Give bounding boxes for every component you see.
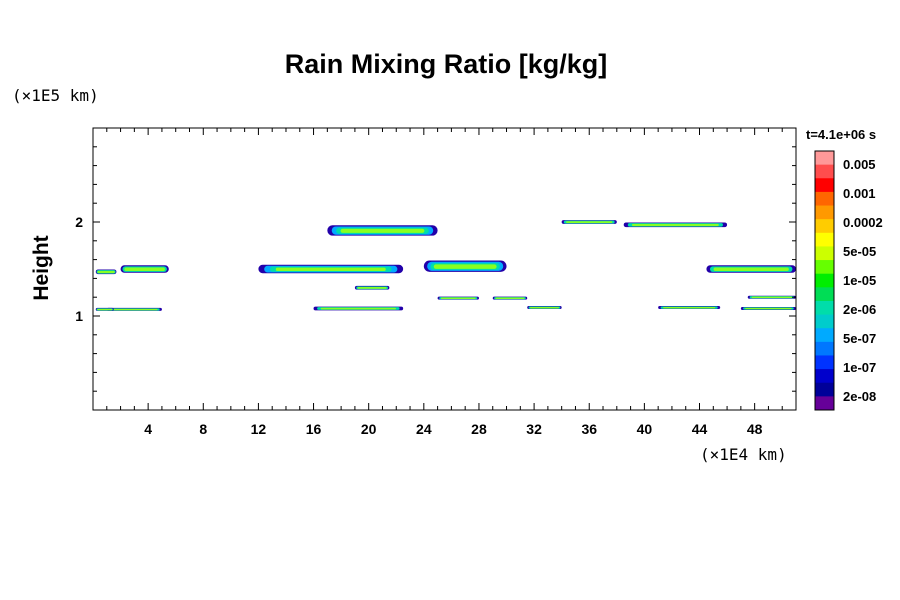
rain-band	[706, 265, 796, 273]
rain-band-layer	[745, 307, 792, 310]
colorbar-label: 5e-07	[843, 331, 876, 346]
colorbar-swatch	[815, 246, 834, 261]
colorbar-swatch	[815, 369, 834, 384]
rain-band-layer	[495, 297, 525, 299]
colorbar-swatch	[815, 355, 834, 370]
rain-band-layer	[97, 308, 113, 311]
colorbar: 0.005 0.001 0.0002 5e-05 1e-05 2e-06 5e-07 1e-0…	[814, 150, 883, 411]
x-unit-label: (×1E4 km)	[700, 445, 787, 464]
rain-band-layer	[97, 270, 115, 274]
colorbar-label: 1e-07	[843, 360, 876, 375]
rain-band	[423, 260, 507, 272]
colorbar-swatch	[815, 164, 834, 179]
colorbar-label: 5e-05	[843, 244, 876, 259]
x-tick-label: 44	[692, 421, 708, 437]
time-label: t=4.1e+06 s	[806, 127, 876, 142]
colorbar-swatch	[815, 273, 834, 288]
rain-band-layer	[529, 306, 559, 309]
y-tick-label: 2	[75, 214, 83, 230]
rain-band-layer	[631, 223, 719, 227]
y-axis: 12	[75, 146, 796, 392]
colorbar-label: 1e-05	[843, 273, 876, 288]
colorbar-swatch	[815, 151, 834, 166]
rain-band-layer	[340, 228, 425, 233]
rain-band	[354, 285, 390, 290]
x-tick-label: 36	[581, 421, 597, 437]
colorbar-swatch	[815, 260, 834, 275]
rain-band	[747, 295, 796, 299]
rain-band	[437, 296, 479, 300]
y-unit-label: (×1E5 km)	[12, 86, 99, 105]
rain-band-layer	[440, 297, 476, 299]
y-tick-label: 1	[75, 308, 83, 324]
rain-band	[95, 307, 114, 311]
colorbar-swatch	[815, 205, 834, 220]
colorbar-label: 0.005	[843, 157, 876, 172]
rain-band	[658, 306, 721, 310]
colorbar-swatch	[815, 232, 834, 247]
rain-band	[527, 306, 562, 310]
colorbar-swatch	[815, 382, 834, 397]
colorbar-swatch	[815, 300, 834, 316]
colorbar-swatch	[815, 314, 834, 329]
rain-band-layer	[124, 267, 165, 272]
rain-band	[313, 306, 404, 311]
x-tick-label: 40	[637, 421, 653, 437]
colorbar-swatch	[815, 328, 834, 343]
y-axis-label: Height	[30, 235, 53, 300]
rain-band-layer	[320, 307, 396, 310]
colorbar-frame	[814, 150, 835, 411]
rain-band	[492, 296, 528, 300]
colorbar-label: 2e-06	[843, 302, 876, 317]
rain-band-layer	[111, 308, 158, 311]
x-tick-label: 12	[251, 421, 267, 437]
rain-band	[106, 307, 162, 311]
plot-frame	[92, 127, 797, 411]
rain-band	[561, 220, 617, 224]
x-tick-label: 4	[144, 421, 152, 437]
rain-band	[327, 225, 438, 236]
rain-band-layer	[663, 306, 716, 309]
x-tick-label: 32	[526, 421, 542, 437]
rain-band-layer	[713, 267, 789, 272]
colorbar-swatch	[815, 191, 834, 207]
rain-band	[95, 269, 117, 275]
rain-band-layer	[275, 267, 386, 272]
rain-band-layer	[751, 296, 793, 298]
colorbar-swatch	[815, 219, 834, 234]
rain-band	[740, 306, 796, 310]
rain-band-layer	[433, 264, 497, 269]
x-tick-label: 28	[471, 421, 487, 437]
colorbar-swatch	[815, 396, 834, 411]
x-tick-label: 24	[416, 421, 432, 437]
rain-band	[120, 265, 169, 273]
x-axis: 4 8 12 16 20 24 28 32 36 40 44 48	[106, 128, 783, 437]
colorbar-label: 2e-08	[843, 389, 876, 404]
colorbar-swatch	[815, 341, 834, 356]
colorbar-label: 0.0002	[843, 215, 883, 230]
rain-field	[95, 220, 796, 311]
rain-band-layer	[566, 221, 613, 224]
x-tick-label: 20	[361, 421, 377, 437]
x-tick-label: 8	[199, 421, 207, 437]
colorbar-swatch	[815, 287, 834, 302]
rain-band	[258, 264, 404, 274]
x-tick-label: 16	[306, 421, 322, 437]
rain-band-layer	[357, 287, 387, 289]
rain-band	[623, 222, 728, 228]
colorbar-label: 0.001	[843, 186, 876, 201]
chart-title: Rain Mixing Ratio [kg/kg]	[285, 49, 608, 79]
colorbar-swatch	[815, 178, 834, 193]
x-tick-label: 48	[747, 421, 763, 437]
